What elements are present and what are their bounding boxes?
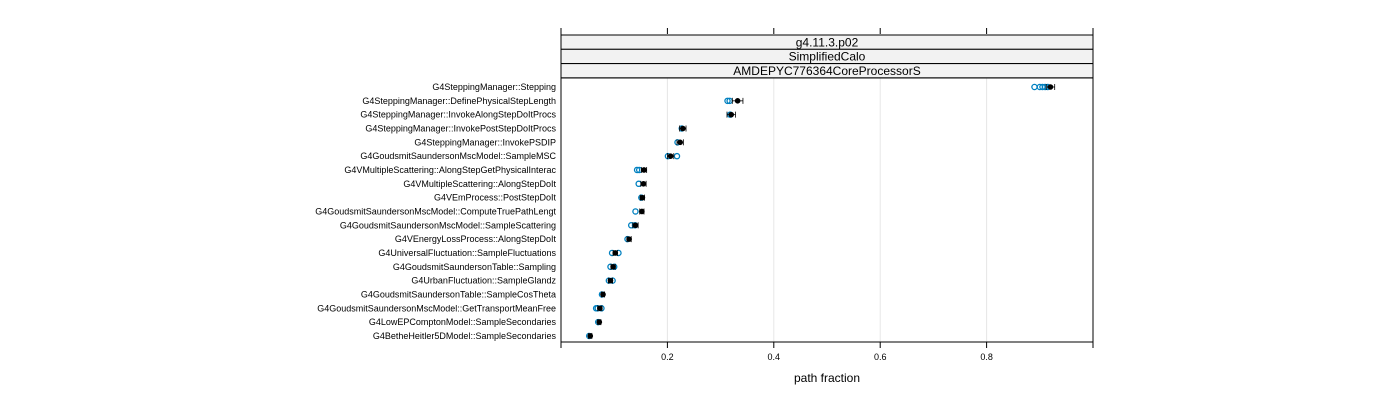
category-label: G4LowEPComptonModel::SampleSecondaries [369,317,557,327]
category-label: G4GoudsmitSaundersonMscModel::SampleScat… [340,220,556,230]
category-label: G4GoudsmitSaundersonMscModel::ComputeTru… [315,206,556,216]
mean-point [734,98,741,104]
category-labels: G4SteppingManager::SteppingG4SteppingMan… [315,82,556,341]
x-tick-label: 0.4 [768,352,781,362]
category-label: G4GoudsmitSaundersonMscModel::GetTranspo… [317,303,556,313]
category-label: G4BetheHeitler5DModel::SampleSecondaries [373,331,557,341]
mean-point [677,139,683,146]
mean-point [632,222,639,229]
category-label: G4GoudsmitSaundersonTable::SampleCosThet… [361,289,556,299]
mean-point [1047,84,1054,90]
category-label: G4VEmProcess::PostStepDoIt [434,193,557,203]
sample-point [724,97,731,105]
mean-point [596,319,603,325]
mean-point [600,291,606,298]
category-label: G4VEnergyLossProcess::AlongStepDoIt [395,234,557,244]
mean-point [610,263,616,270]
mean-point [612,250,619,256]
mean-point [607,277,614,284]
category-label: G4GoudsmitSaundersonMscModel::SampleMSC [360,151,556,161]
category-label: G4VMultipleScattering::AlongStepGetPhysi… [344,165,556,175]
sample-point [632,208,639,215]
category-label: G4VMultipleScattering::AlongStepDoIt [403,179,556,189]
data-points [585,83,1056,340]
x-tick-label: 0.6 [874,352,887,362]
category-label: G4SteppingManager::InvokePostStepDoItPro… [365,123,556,133]
mean-point [680,125,686,132]
strip-headers: g4.11.3.p02SimplifiedCaloAMDEPYC776364Co… [560,34,1094,79]
mean-point [728,111,735,118]
mean-point [639,208,645,215]
sample-point [1031,83,1038,91]
mean-point [667,153,674,159]
category-label: G4UrbanFluctuation::SampleGlandz [411,276,556,286]
category-label: G4SteppingManager::InvokeAlongStepDoItPr… [360,110,556,120]
mean-point [587,333,594,339]
category-label: G4SteppingManager::InvokePSDIP [414,137,556,147]
panel-border [560,77,1094,343]
mean-point [640,181,647,187]
sample-point [633,166,641,174]
x-tick-label: 0.8 [980,352,993,362]
x-axis-title: path fraction [794,371,860,385]
category-label: G4GoudsmitSaundersonTable::Sampling [393,262,556,272]
sample-point [673,152,681,160]
category-label: G4SteppingManager::Stepping [432,82,556,92]
mean-point [626,236,632,242]
mean-point [641,167,647,173]
category-label: G4SteppingManager::DefinePhysicalStepLen… [362,96,556,106]
strip-label: SimplifiedCalo [789,50,866,64]
mean-point [597,305,603,312]
strip-label: g4.11.3.p02 [796,35,859,49]
x-tick-label: 0.2 [661,352,674,362]
mean-point [639,194,646,201]
grid-lines [666,77,988,342]
category-label: G4UniversalFluctuation::SampleFluctuatio… [378,248,556,258]
strip-label: AMDEPYC776364CoreProcessorS [733,64,920,78]
x-axis: 0.2 0.4 0.6 0.8 [560,28,1094,362]
